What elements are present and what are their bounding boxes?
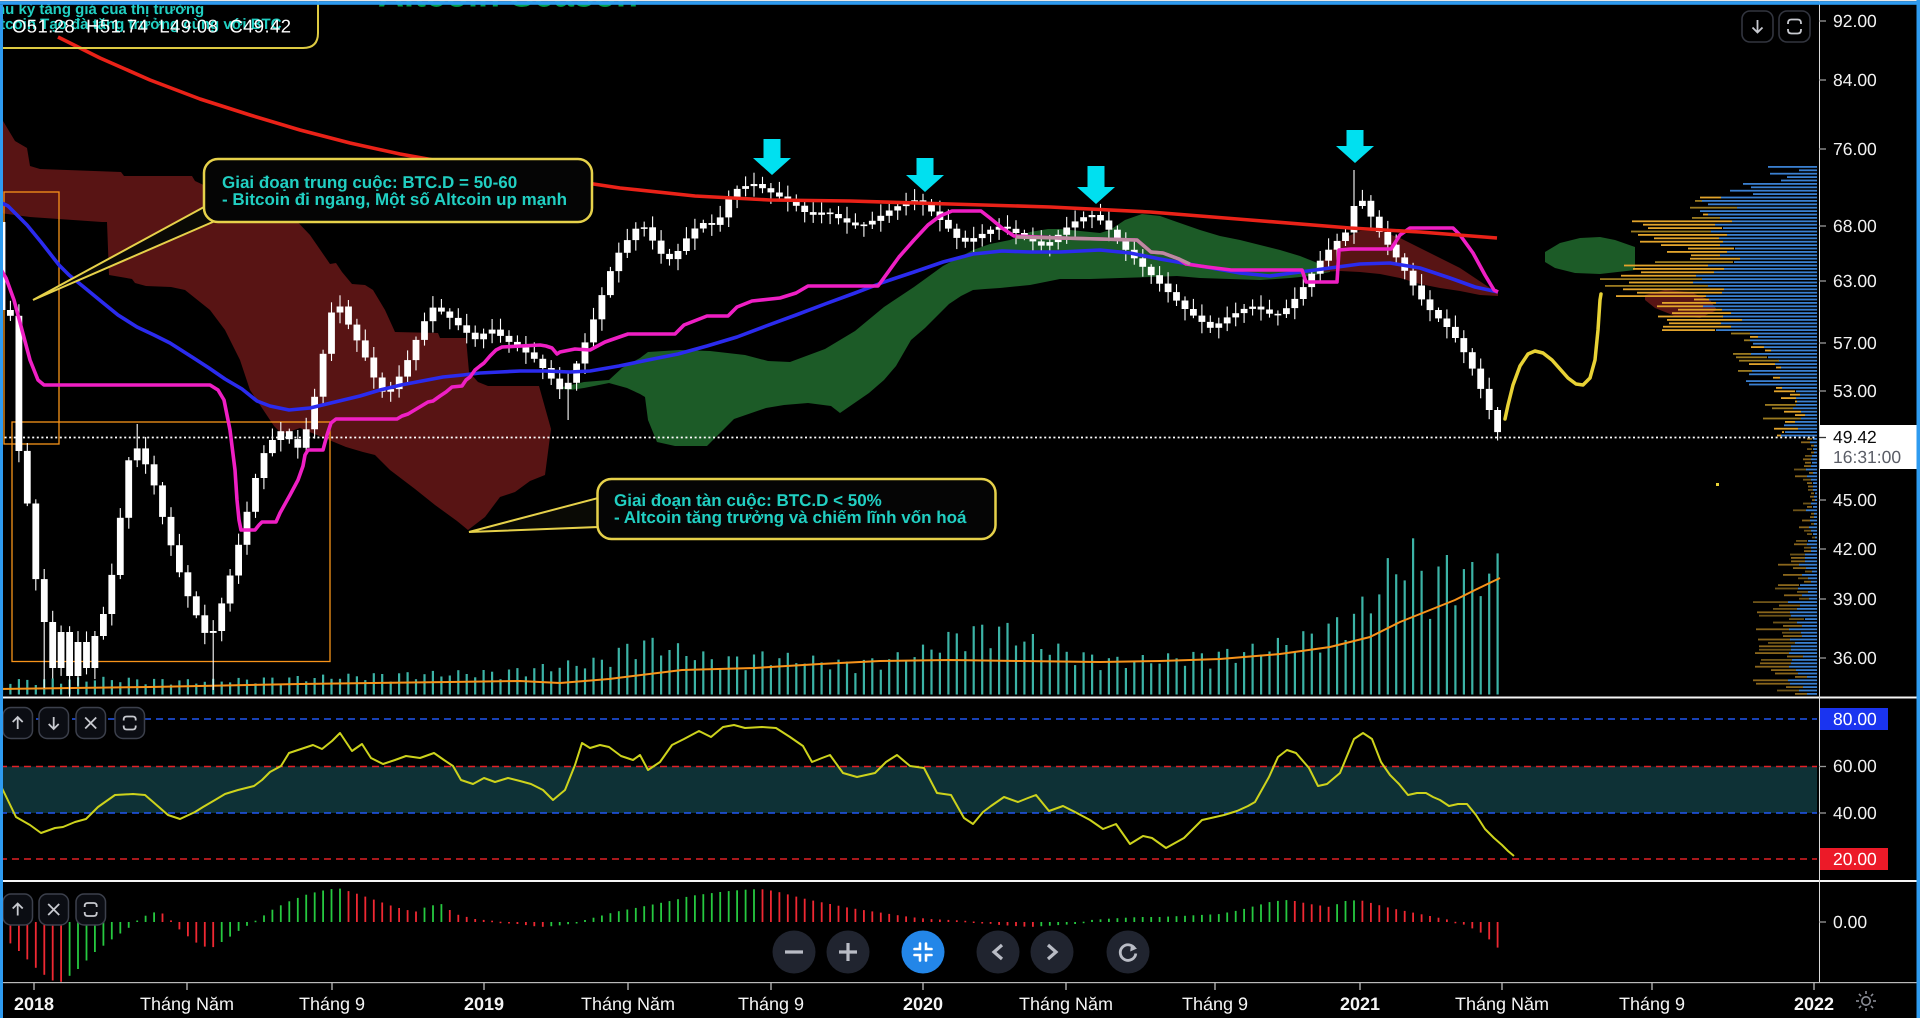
svg-text:Tháng Năm: Tháng Năm: [140, 994, 234, 1014]
svg-text:2022: 2022: [1794, 994, 1834, 1014]
svg-text:39.00: 39.00: [1833, 589, 1877, 609]
svg-text:84.00: 84.00: [1833, 70, 1877, 90]
svg-text:42.00: 42.00: [1833, 539, 1877, 559]
svg-text:hu kỳ tăng giá của thị trường: hu kỳ tăng giá của thị trường: [0, 1, 204, 18]
svg-text:Giai đoạn tàn cuộc: BTC.D < 50: Giai đoạn tàn cuộc: BTC.D < 50%: [614, 491, 882, 510]
svg-text:Tháng Năm: Tháng Năm: [581, 994, 675, 1014]
svg-text:O51.28 H51.74 L49.08 C49.42: O51.28 H51.74 L49.08 C49.42: [12, 16, 291, 37]
svg-text:36.00: 36.00: [1833, 648, 1877, 668]
svg-text:Tháng 9: Tháng 9: [1182, 994, 1248, 1014]
svg-text:Tháng Năm: Tháng Năm: [1455, 994, 1549, 1014]
svg-text:ltcoin Tạo đà tăng trưởng cùng: ltcoin Tạo đà tăng trưởng cùng với BTC: [0, 16, 282, 33]
svg-text:92.00: 92.00: [1833, 11, 1877, 31]
svg-text:2021: 2021: [1340, 994, 1380, 1014]
svg-text:60.00: 60.00: [1833, 756, 1877, 776]
svg-text:2020: 2020: [903, 994, 943, 1014]
svg-text:57.00: 57.00: [1833, 333, 1877, 353]
svg-text:53.00: 53.00: [1833, 381, 1877, 401]
svg-text:20.00: 20.00: [1833, 849, 1877, 869]
svg-text:- Altcoin tăng trưởng và chiếm: - Altcoin tăng trưởng và chiếm lĩnh vốn …: [614, 508, 967, 527]
svg-text:Tháng Năm: Tháng Năm: [1019, 994, 1113, 1014]
svg-text:- Bitcoin đi ngang, Một số Alt: - Bitcoin đi ngang, Một số Altcoin up mạ…: [222, 190, 567, 209]
svg-text:80.00: 80.00: [1833, 709, 1877, 729]
svg-text:0.00: 0.00: [1833, 912, 1867, 932]
svg-text:2018: 2018: [14, 994, 54, 1014]
svg-text:63.00: 63.00: [1833, 271, 1877, 291]
svg-text:68.00: 68.00: [1833, 216, 1877, 236]
svg-text:Tháng 9: Tháng 9: [1619, 994, 1685, 1014]
svg-text:76.00: 76.00: [1833, 139, 1877, 159]
svg-text:16:31:00: 16:31:00: [1833, 447, 1901, 467]
svg-text:Tháng 9: Tháng 9: [738, 994, 804, 1014]
svg-text:Giai đoạn trung cuộc: BTC.D =: Giai đoạn trung cuộc: BTC.D = 50-60: [222, 173, 517, 192]
svg-text:2019: 2019: [464, 994, 504, 1014]
svg-text:Tháng 9: Tháng 9: [299, 994, 365, 1014]
svg-text:45.00: 45.00: [1833, 490, 1877, 510]
svg-text:49.42: 49.42: [1833, 427, 1877, 447]
svg-text:40.00: 40.00: [1833, 803, 1877, 823]
